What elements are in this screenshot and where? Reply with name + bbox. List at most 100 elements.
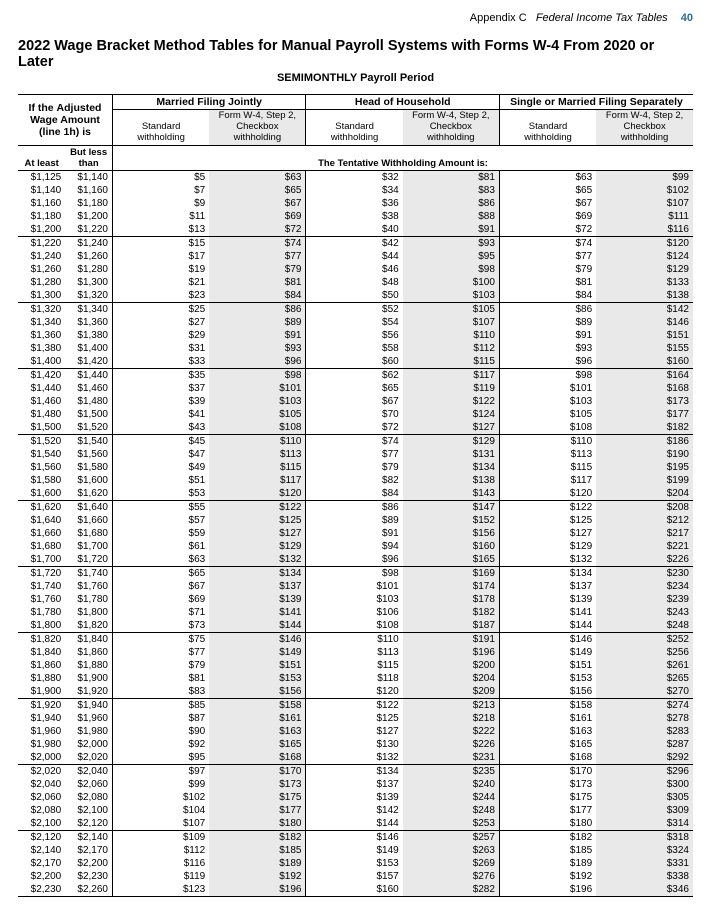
withholding-cell: $142 bbox=[306, 804, 403, 817]
wage-atleast: $2,140 bbox=[18, 844, 65, 857]
wage-butless: $1,520 bbox=[65, 421, 112, 435]
withholding-cell: $196 bbox=[499, 883, 596, 897]
wage-butless: $1,920 bbox=[65, 685, 112, 699]
withholding-cell: $165 bbox=[499, 738, 596, 751]
wage-butless: $2,080 bbox=[65, 791, 112, 804]
withholding-cell: $261 bbox=[596, 659, 693, 672]
withholding-cell: $81 bbox=[499, 276, 596, 289]
withholding-cell: $158 bbox=[209, 698, 306, 712]
withholding-cell: $139 bbox=[306, 791, 403, 804]
col-chk-2: Form W-4, Step 2, Checkbox withholding bbox=[403, 110, 500, 146]
withholding-cell: $55 bbox=[113, 500, 210, 514]
withholding-cell: $177 bbox=[596, 408, 693, 421]
wage-header: If the Adjusted Wage Amount (line 1h) is bbox=[18, 95, 113, 146]
withholding-cell: $95 bbox=[113, 751, 210, 765]
withholding-cell: $103 bbox=[209, 395, 306, 408]
withholding-cell: $19 bbox=[113, 263, 210, 276]
withholding-cell: $129 bbox=[403, 434, 500, 448]
withholding-cell: $93 bbox=[499, 342, 596, 355]
wage-butless: $2,060 bbox=[65, 778, 112, 791]
withholding-cell: $109 bbox=[113, 830, 210, 844]
table-row: $2,020$2,040$97$170$134$235$170$296 bbox=[18, 764, 693, 778]
withholding-cell: $173 bbox=[209, 778, 306, 791]
table-row: $1,160$1,180$9$67$36$86$67$107 bbox=[18, 197, 693, 210]
table-row: $1,800$1,820$73$144$108$187$144$248 bbox=[18, 619, 693, 633]
withholding-cell: $144 bbox=[499, 619, 596, 633]
withholding-cell: $124 bbox=[596, 250, 693, 263]
withholding-cell: $57 bbox=[113, 514, 210, 527]
withholding-cell: $98 bbox=[403, 263, 500, 276]
wage-atleast: $2,170 bbox=[18, 857, 65, 870]
tax-table: If the Adjusted Wage Amount (line 1h) is… bbox=[18, 94, 693, 897]
withholding-cell: $168 bbox=[596, 382, 693, 395]
withholding-cell: $138 bbox=[596, 289, 693, 303]
withholding-cell: $153 bbox=[499, 672, 596, 685]
withholding-cell: $118 bbox=[306, 672, 403, 685]
wage-atleast: $2,080 bbox=[18, 804, 65, 817]
withholding-cell: $70 bbox=[306, 408, 403, 421]
withholding-cell: $141 bbox=[499, 606, 596, 619]
withholding-cell: $81 bbox=[209, 276, 306, 289]
withholding-cell: $222 bbox=[403, 725, 500, 738]
withholding-cell: $41 bbox=[113, 408, 210, 421]
withholding-cell: $158 bbox=[499, 698, 596, 712]
wage-atleast: $1,640 bbox=[18, 514, 65, 527]
withholding-cell: $33 bbox=[113, 355, 210, 369]
withholding-cell: $163 bbox=[499, 725, 596, 738]
wage-atleast: $1,820 bbox=[18, 632, 65, 646]
wage-atleast: $1,860 bbox=[18, 659, 65, 672]
withholding-cell: $91 bbox=[499, 329, 596, 342]
table-row: $1,680$1,700$61$129$94$160$129$221 bbox=[18, 540, 693, 553]
withholding-cell: $156 bbox=[403, 527, 500, 540]
withholding-cell: $69 bbox=[113, 593, 210, 606]
wage-atleast: $1,520 bbox=[18, 434, 65, 448]
table-row: $1,580$1,600$51$117$82$138$117$199 bbox=[18, 474, 693, 487]
withholding-cell: $21 bbox=[113, 276, 210, 289]
withholding-cell: $112 bbox=[113, 844, 210, 857]
wage-butless: $1,360 bbox=[65, 316, 112, 329]
wage-atleast: $1,580 bbox=[18, 474, 65, 487]
wage-butless: $1,140 bbox=[65, 170, 112, 184]
withholding-cell: $108 bbox=[499, 421, 596, 435]
col-chk-1: Form W-4, Step 2, Checkbox withholding bbox=[209, 110, 306, 146]
withholding-cell: $67 bbox=[306, 395, 403, 408]
withholding-cell: $120 bbox=[596, 236, 693, 250]
table-row: $2,000$2,020$95$168$132$231$168$292 bbox=[18, 751, 693, 765]
table-row: $1,940$1,960$87$161$125$218$161$278 bbox=[18, 712, 693, 725]
table-row: $1,125$1,140$5$63$32$81$63$99 bbox=[18, 170, 693, 184]
withholding-cell: $115 bbox=[499, 461, 596, 474]
wage-atleast: $1,720 bbox=[18, 566, 65, 580]
table-row: $1,980$2,000$92$165$130$226$165$287 bbox=[18, 738, 693, 751]
wage-atleast: $1,300 bbox=[18, 289, 65, 303]
table-row: $1,860$1,880$79$151$115$200$151$261 bbox=[18, 659, 693, 672]
withholding-cell: $122 bbox=[306, 698, 403, 712]
table-row: $1,780$1,800$71$141$106$182$141$243 bbox=[18, 606, 693, 619]
wage-atleast: $1,800 bbox=[18, 619, 65, 633]
withholding-cell: $72 bbox=[209, 223, 306, 237]
table-row: $1,900$1,920$83$156$120$209$156$270 bbox=[18, 685, 693, 699]
table-row: $1,720$1,740$65$134$98$169$134$230 bbox=[18, 566, 693, 580]
withholding-cell: $36 bbox=[306, 197, 403, 210]
withholding-cell: $196 bbox=[209, 883, 306, 897]
withholding-cell: $180 bbox=[499, 817, 596, 831]
withholding-cell: $107 bbox=[596, 197, 693, 210]
withholding-cell: $189 bbox=[209, 857, 306, 870]
withholding-cell: $252 bbox=[596, 632, 693, 646]
table-row: $1,620$1,640$55$122$86$147$122$208 bbox=[18, 500, 693, 514]
table-row: $2,200$2,230$119$192$157$276$192$338 bbox=[18, 870, 693, 883]
table-row: $1,880$1,900$81$153$118$204$153$265 bbox=[18, 672, 693, 685]
table-row: $1,340$1,360$27$89$54$107$89$146 bbox=[18, 316, 693, 329]
col-std-1: Standard withholding bbox=[113, 110, 210, 146]
withholding-cell: $168 bbox=[209, 751, 306, 765]
wage-atleast: $1,560 bbox=[18, 461, 65, 474]
withholding-cell: $189 bbox=[499, 857, 596, 870]
withholding-cell: $146 bbox=[596, 316, 693, 329]
wage-atleast: $1,600 bbox=[18, 487, 65, 501]
wage-butless: $1,340 bbox=[65, 302, 112, 316]
withholding-cell: $151 bbox=[596, 329, 693, 342]
withholding-cell: $9 bbox=[113, 197, 210, 210]
withholding-cell: $69 bbox=[209, 210, 306, 223]
main-title: 2022 Wage Bracket Method Tables for Manu… bbox=[18, 38, 693, 70]
withholding-cell: $99 bbox=[113, 778, 210, 791]
table-row: $1,960$1,980$90$163$127$222$163$283 bbox=[18, 725, 693, 738]
